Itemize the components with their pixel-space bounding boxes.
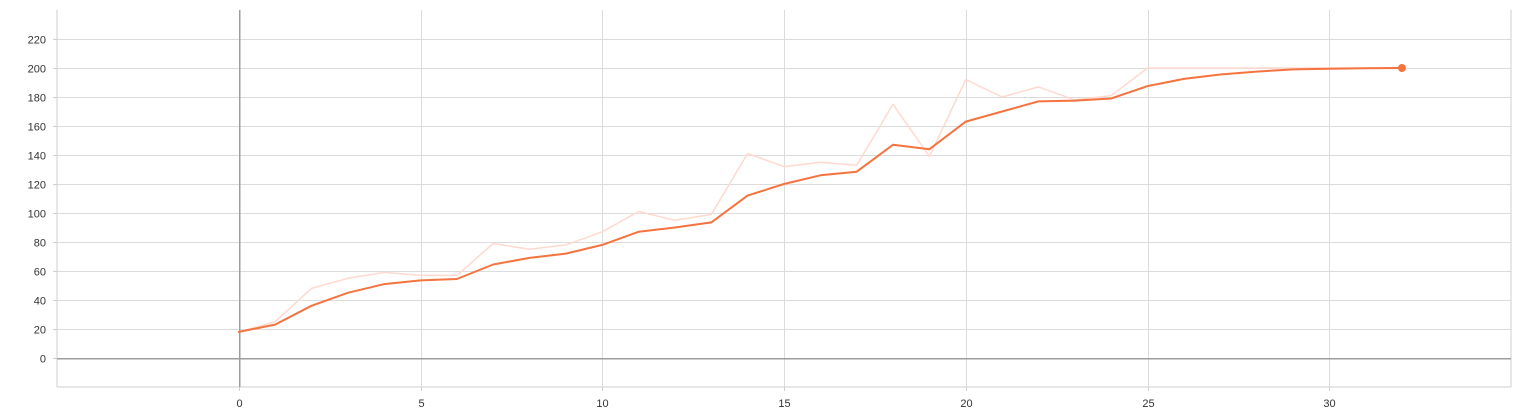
x-tick-label: 0	[236, 398, 242, 410]
last-point-marker[interactable]	[1397, 64, 1406, 72]
x-tick-label: 25	[1142, 398, 1154, 410]
y-tick-label: 40	[34, 296, 46, 308]
y-tick-label: 180	[28, 93, 46, 105]
y-tick-label: 80	[34, 238, 46, 250]
y-tick-label: 200	[28, 64, 46, 76]
x-tick-label: 5	[418, 398, 424, 410]
x-tick-label: 30	[1323, 398, 1335, 410]
y-tick-label: 220	[28, 35, 46, 47]
y-tick-label: 0	[40, 354, 46, 366]
tick-label-layer: 0 20 40 60 80 100 120 140 160 180 200 220 0 5 10 15 20 25…	[28, 35, 1336, 411]
series-line-smoothed	[237, 67, 1403, 333]
x-tick-label: 10	[596, 398, 608, 410]
series-layer	[237, 64, 1406, 333]
y-tick-label: 120	[28, 180, 46, 192]
y-tick-label: 100	[28, 209, 46, 221]
y-tick-label: 60	[34, 267, 46, 279]
y-tick-label: 20	[34, 325, 46, 337]
x-tick-label: 15	[778, 398, 790, 410]
x-tick-label: 20	[960, 398, 972, 410]
grid-layer	[57, 10, 1511, 387]
axis-layer	[53, 10, 1512, 391]
series-line-raw	[238, 67, 1403, 333]
y-tick-label: 140	[28, 151, 46, 163]
y-tick-label: 160	[28, 122, 46, 134]
